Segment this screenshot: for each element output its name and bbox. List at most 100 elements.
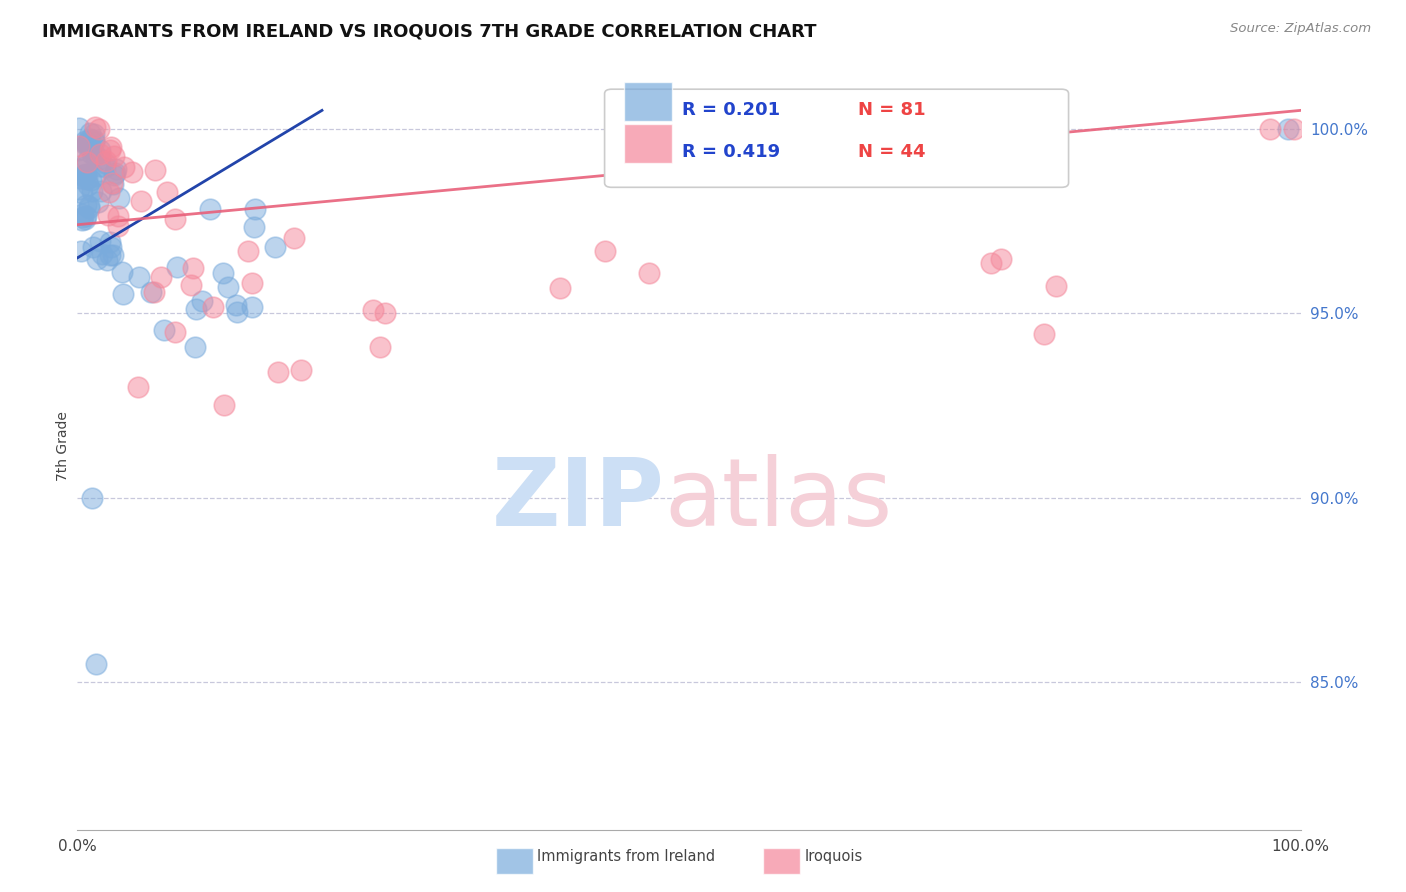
Text: Source: ZipAtlas.com: Source: ZipAtlas.com (1230, 22, 1371, 36)
Text: R = 0.419: R = 0.419 (682, 143, 780, 161)
Point (75, 209, 97, 223)
Point (98, 235, 121, 250)
Point (370, 340, 392, 354)
Point (86, 252, 108, 267)
Point (242, 220, 264, 235)
Point (67, 182, 90, 196)
Point (225, 305, 247, 319)
Point (76, 154, 98, 169)
Point (245, 202, 267, 216)
Point (184, 340, 207, 354)
Point (76, 172, 98, 186)
Point (89, 122, 111, 136)
Point (75, 138, 97, 153)
Point (82, 239, 104, 253)
Point (374, 306, 396, 320)
Point (90, 184, 112, 198)
Point (101, 177, 124, 191)
Point (96, 252, 118, 267)
Point (77, 199, 100, 213)
Point (212, 266, 235, 280)
Point (80, 491, 103, 505)
Point (98, 186, 121, 200)
Point (103, 149, 125, 163)
Point (166, 260, 188, 274)
Point (107, 210, 129, 224)
Point (143, 162, 166, 177)
Point (990, 252, 1012, 266)
Point (70, 207, 93, 221)
Point (79, 126, 101, 140)
Point (979, 256, 1001, 270)
Point (75, 167, 97, 181)
Point (83, 133, 105, 147)
Point (73, 168, 96, 182)
Point (84, 657, 107, 671)
Point (80, 142, 103, 156)
Point (240, 301, 263, 315)
Point (83, 135, 105, 149)
Point (80, 172, 103, 186)
Point (283, 231, 305, 245)
Point (101, 247, 124, 261)
Point (184, 301, 207, 316)
Point (165, 212, 187, 227)
Y-axis label: 7th Grade: 7th Grade (56, 411, 70, 481)
Point (181, 260, 204, 275)
Point (108, 191, 131, 205)
Point (89, 147, 111, 161)
Point (67, 120, 90, 135)
Point (104, 162, 127, 177)
Point (165, 325, 187, 339)
Text: R = 0.201: R = 0.201 (682, 101, 780, 119)
Point (103, 169, 125, 183)
Point (114, 161, 136, 175)
Point (94, 153, 117, 168)
Point (87, 195, 110, 210)
Point (550, 281, 572, 295)
Point (75, 212, 97, 227)
Point (107, 219, 129, 233)
Point (152, 323, 174, 337)
Text: atlas: atlas (665, 454, 893, 546)
Point (217, 280, 239, 294)
Point (76, 178, 98, 193)
Point (190, 294, 212, 309)
Point (361, 303, 384, 318)
Point (290, 362, 312, 376)
Point (201, 301, 224, 315)
Point (179, 278, 201, 293)
Point (89, 152, 111, 166)
Point (98, 247, 121, 261)
Text: ZIP: ZIP (492, 454, 665, 546)
Point (128, 269, 150, 284)
Point (69, 171, 91, 186)
Point (212, 399, 235, 413)
Point (73, 134, 96, 148)
Point (83, 120, 105, 134)
Point (93, 156, 115, 170)
Text: Iroquois: Iroquois (804, 849, 862, 864)
Point (1284, 121, 1306, 136)
Point (638, 266, 661, 280)
Point (89, 159, 111, 173)
Text: N = 44: N = 44 (858, 143, 925, 161)
Point (80, 184, 103, 198)
Point (149, 269, 172, 284)
Point (93, 160, 115, 174)
Point (103, 166, 125, 180)
Point (77, 201, 100, 215)
Point (593, 244, 616, 259)
Point (225, 298, 247, 312)
Point (67, 139, 90, 153)
Point (90, 247, 112, 261)
Point (76, 136, 98, 151)
Point (121, 165, 143, 179)
Point (73, 160, 96, 174)
Point (100, 140, 122, 154)
Text: N = 81: N = 81 (858, 101, 925, 119)
Point (70, 213, 93, 227)
Point (142, 285, 165, 299)
Point (72, 168, 94, 182)
Text: Immigrants from Ireland: Immigrants from Ireland (537, 849, 716, 864)
